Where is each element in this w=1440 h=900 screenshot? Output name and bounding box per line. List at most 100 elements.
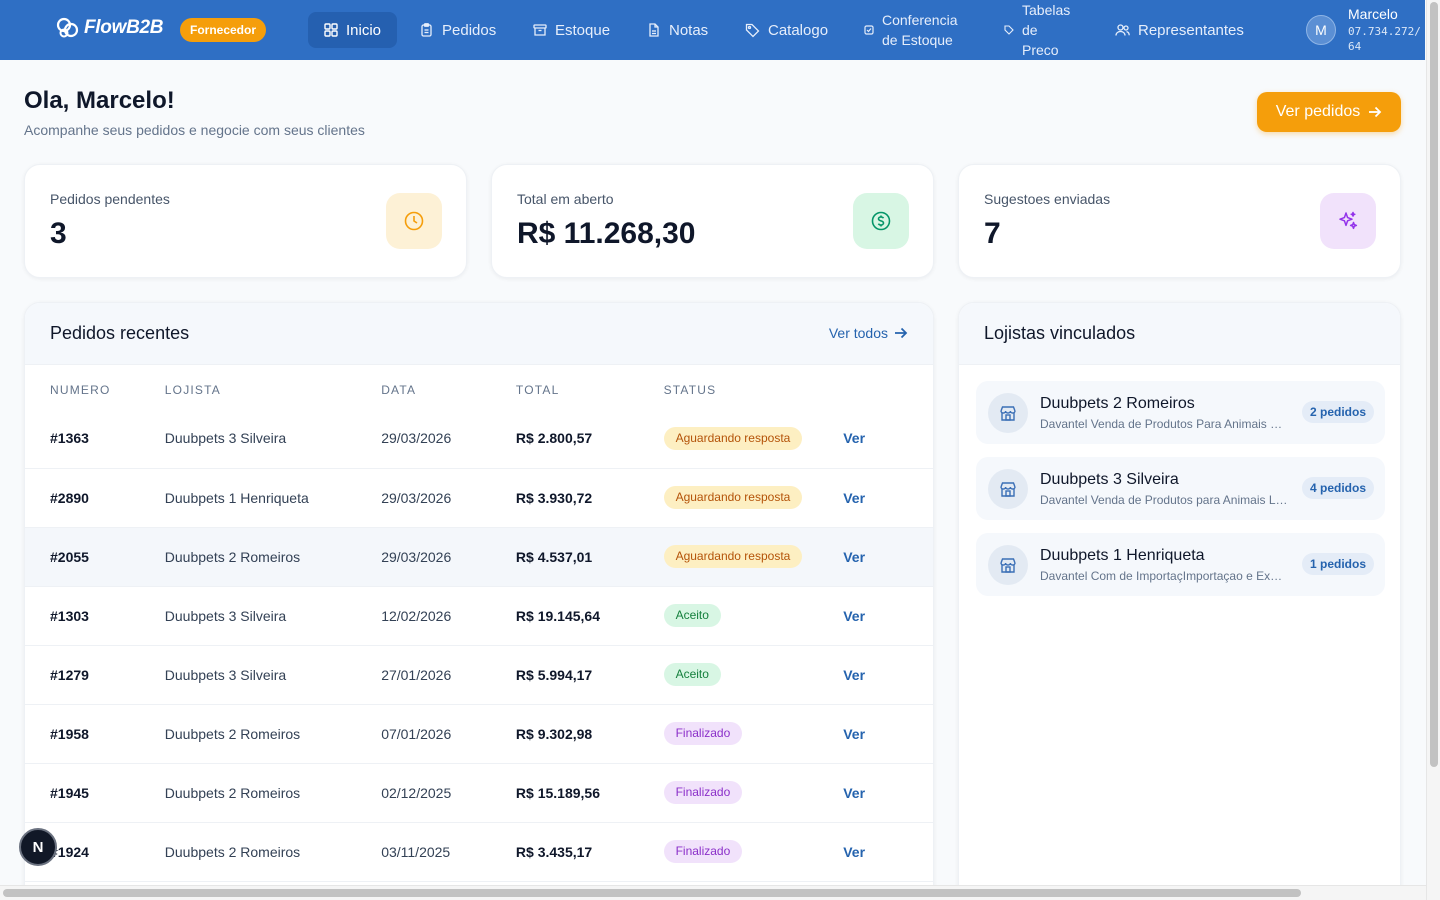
status-badge: Aguardando resposta <box>663 545 803 568</box>
tag-icon <box>745 23 760 37</box>
order-store: Duubpets 1 Henriqueta <box>164 468 382 528</box>
horizontal-scroll-thumb[interactable] <box>3 889 1301 897</box>
users-icon <box>1115 24 1130 36</box>
user-name[interactable]: Marcelo <box>1348 6 1398 22</box>
horizontal-scrollbar[interactable] <box>0 885 1426 900</box>
box-icon <box>533 24 547 36</box>
nav-label: Inicio <box>346 21 382 39</box>
stat-value: R$ 11.268,30 <box>517 217 696 250</box>
ver-order-link[interactable]: Ver <box>843 430 866 447</box>
nav-estoque[interactable]: Estoque <box>517 12 626 48</box>
order-store: Duubpets 2 Romeiros <box>164 527 382 587</box>
order-date: 12/02/2026 <box>381 586 516 646</box>
table-row[interactable]: #1958 Duubpets 2 Romeiros 07/01/2026 R$ … <box>25 704 933 764</box>
dollar-icon <box>853 193 909 249</box>
status-badge: Finalizado <box>663 840 743 863</box>
col-status: STATUS <box>663 383 717 397</box>
store-order-count: 1 pedidos <box>1301 553 1374 575</box>
ver-pedidos-label: Ver pedidos <box>1275 103 1361 120</box>
ver-order-link[interactable]: Ver <box>843 489 866 506</box>
dev-tools-badge[interactable]: N <box>19 828 57 866</box>
order-date: 02/12/2025 <box>381 763 516 823</box>
clipboard-icon <box>421 23 432 37</box>
ver-order-link[interactable]: Ver <box>843 725 866 742</box>
brand-logo[interactable]: FlowB2B <box>56 17 163 39</box>
order-total: R$ 15.189,56 <box>515 763 664 823</box>
store-card[interactable]: Duubpets 2 Romeiros Davantel Venda de Pr… <box>976 381 1385 444</box>
file-icon <box>649 23 659 37</box>
ver-order-link[interactable]: Ver <box>843 784 866 801</box>
ver-pedidos-button[interactable]: Ver pedidos <box>1257 92 1401 132</box>
user-avatar[interactable]: M <box>1306 15 1336 45</box>
vertical-scroll-thumb[interactable] <box>1430 2 1438 767</box>
order-total: R$ 2.800,57 <box>515 409 664 469</box>
order-total: R$ 4.537,01 <box>515 527 664 587</box>
role-badge: Fornecedor <box>180 18 267 42</box>
ver-todos-link[interactable]: Ver todos <box>829 325 908 341</box>
nav-notas[interactable]: Notas <box>631 12 724 48</box>
ver-order-link[interactable]: Ver <box>843 666 866 683</box>
store-card[interactable]: Duubpets 3 Silveira Davantel Venda de Pr… <box>976 457 1385 520</box>
nav-label-line1: Tabelas <box>1022 2 1071 18</box>
table-row[interactable]: #2890 Duubpets 1 Henriqueta 29/03/2026 R… <box>25 468 933 528</box>
store-card[interactable]: Duubpets 1 Henriqueta Davantel Com de Im… <box>976 533 1385 596</box>
ver-order-link[interactable]: Ver <box>843 843 866 860</box>
order-store: Duubpets 3 Silveira <box>164 645 382 705</box>
order-number: #1279 <box>25 645 165 705</box>
nav-inicio[interactable]: Inicio <box>308 12 398 48</box>
col-lojista: LOJISTA <box>164 383 221 397</box>
order-date: 03/11/2025 <box>381 822 516 882</box>
order-total: R$ 5.994,17 <box>515 645 664 705</box>
nav-label: Representantes <box>1138 21 1244 39</box>
brand-name: FlowB2B <box>84 17 164 38</box>
table-row[interactable]: #2055 Duubpets 2 Romeiros 29/03/2026 R$ … <box>25 527 933 587</box>
table-row[interactable]: #1924 Duubpets 2 Romeiros 03/11/2025 R$ … <box>25 822 933 882</box>
order-date: 29/03/2026 <box>381 527 516 587</box>
clock-icon <box>386 193 442 249</box>
page-subtitle: Acompanhe seus pedidos e negocie com seu… <box>24 122 365 138</box>
store-order-count: 4 pedidos <box>1301 477 1374 499</box>
nav-catalogo[interactable]: Catalogo <box>729 12 844 48</box>
table-row[interactable]: #1945 Duubpets 2 Romeiros 02/12/2025 R$ … <box>25 763 933 823</box>
flow-logo-icon <box>56 17 79 38</box>
store-name: Duubpets 2 Romeiros <box>1040 395 1195 412</box>
recent-orders-panel: Pedidos recentes Ver todos NUMERO LOJIST… <box>24 302 934 900</box>
nav-tabelas-preco[interactable]: Tabelas de Preco <box>988 0 1086 60</box>
table-row[interactable]: #1363 Duubpets 3 Silveira 29/03/2026 R$ … <box>25 409 933 469</box>
user-doc-line2: 64 <box>1348 40 1362 53</box>
arrow-right-icon <box>1369 106 1382 118</box>
sparkles-icon <box>1320 193 1376 249</box>
vertical-scrollbar[interactable] <box>1426 0 1440 900</box>
col-total: TOTAL <box>515 383 560 397</box>
store-name: Duubpets 3 Silveira <box>1040 471 1179 488</box>
status-badge: Aguardando resposta <box>663 486 803 509</box>
storefront-icon <box>988 469 1028 509</box>
status-badge: Finalizado <box>663 722 743 745</box>
ver-order-link[interactable]: Ver <box>843 607 866 624</box>
order-number: #1958 <box>25 704 165 764</box>
status-badge: Aceito <box>663 663 721 686</box>
orders-table: NUMERO LOJISTA DATA TOTAL STATUS #1363 D… <box>25 365 933 882</box>
nav-label-line2: de Estoque <box>882 32 953 48</box>
top-navbar: FlowB2B Fornecedor Inicio Pedidos Estoqu… <box>0 0 1425 60</box>
nav-pedidos[interactable]: Pedidos <box>404 12 512 48</box>
table-row[interactable]: #1279 Duubpets 3 Silveira 27/01/2026 R$ … <box>25 645 933 705</box>
stat-label: Sugestoes enviadas <box>984 191 1111 207</box>
order-total: R$ 9.302,98 <box>515 704 664 764</box>
stat-card-pedidos-pendentes: Pedidos pendentes 3 <box>24 164 467 278</box>
ver-order-link[interactable]: Ver <box>843 548 866 565</box>
recent-orders-header: Pedidos recentes Ver todos <box>25 303 933 365</box>
order-date: 07/01/2026 <box>381 704 516 764</box>
grid-icon <box>324 23 338 37</box>
stat-card-total-aberto: Total em aberto R$ 11.268,30 <box>491 164 934 278</box>
storefront-icon <box>988 545 1028 585</box>
order-date: 29/03/2026 <box>381 468 516 528</box>
nav-conferencia-estoque[interactable]: Conferencia de Estoque <box>848 10 974 50</box>
order-total: R$ 3.930,72 <box>515 468 664 528</box>
store-description: Davantel Venda de Produtos para Animais … <box>1040 493 1288 507</box>
stat-label: Total em aberto <box>517 191 614 207</box>
nav-label-line1: Conferencia <box>882 12 958 28</box>
nav-representantes[interactable]: Representantes <box>1099 12 1260 48</box>
table-row[interactable]: #1303 Duubpets 3 Silveira 12/02/2026 R$ … <box>25 586 933 646</box>
order-date: 27/01/2026 <box>381 645 516 705</box>
